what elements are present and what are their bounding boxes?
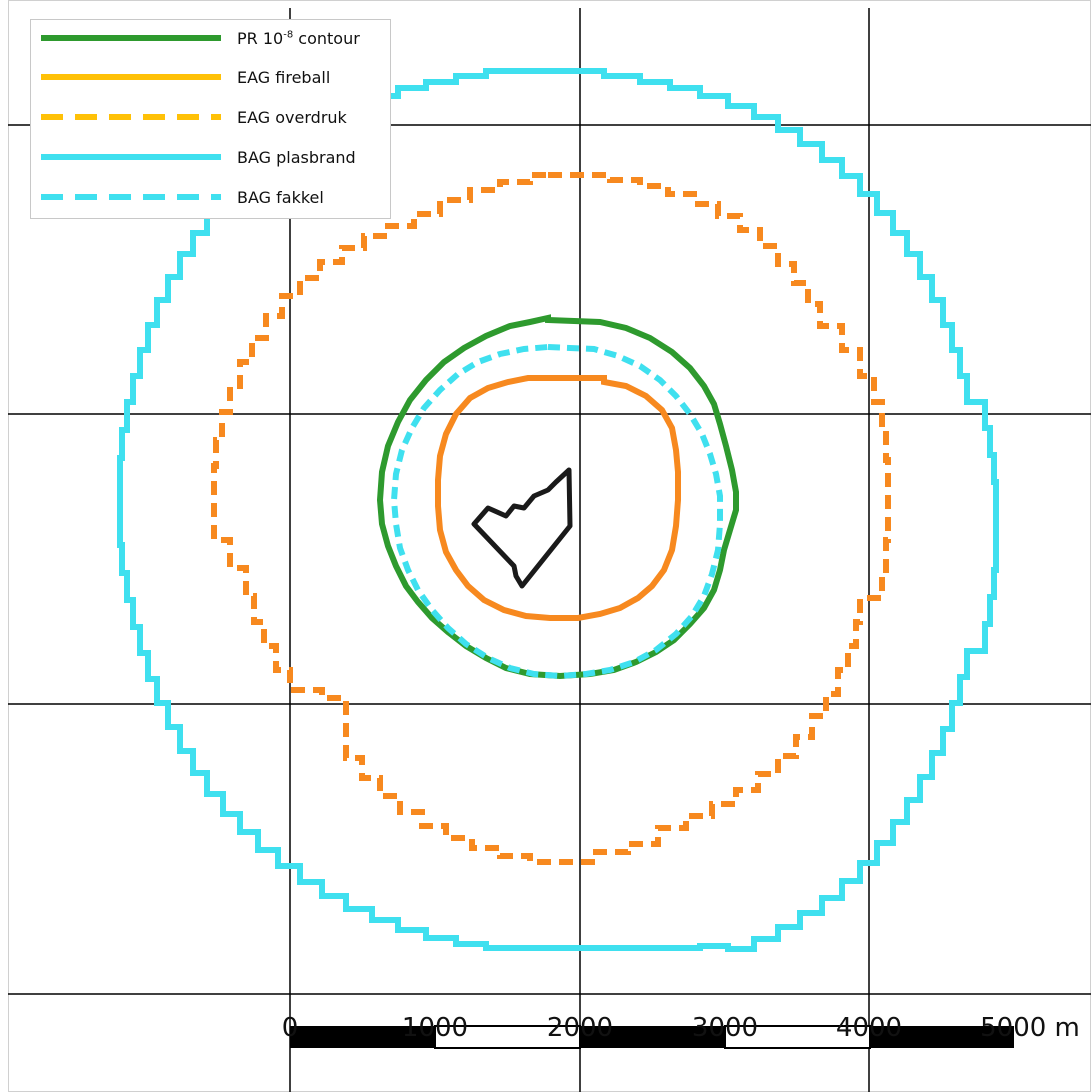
legend-item-eag-overdruk: EAG overdruk (31, 101, 390, 131)
scale-label-0: 0 (282, 1013, 299, 1043)
scale-label-3000: 3000 (692, 1013, 758, 1043)
legend-label-eag-fireball: EAG fireball (237, 68, 331, 87)
legend-item-pr-contour: PR 10-8 contour (31, 22, 390, 52)
scale-segment-3 (580, 1026, 725, 1048)
legend-swatch-bag-plasbrand (39, 151, 223, 163)
scale-segment-1 (290, 1026, 435, 1048)
bag-plasbrand-contour (117, 68, 999, 952)
scale-label-2000: 2000 (547, 1013, 613, 1043)
site-outline (471, 467, 573, 589)
legend-item-eag-fireball: EAG fireball (31, 61, 390, 91)
scale-bar: 0 1000 2000 3000 4000 5000 m (282, 1013, 1080, 1049)
legend-label-pr-contour: PR 10-8 contour (237, 29, 360, 48)
legend-swatch-pr-contour (39, 32, 223, 44)
legend-item-bag-plasbrand: BAG plasbrand (31, 141, 390, 171)
eag-fireball-contour (435, 375, 681, 621)
eag-overdruk-contour (211, 172, 891, 865)
legend-swatch-eag-fireball (39, 71, 223, 83)
scale-label-1000: 1000 (402, 1013, 468, 1043)
map-legend: PR 10-8 contour EAG fireball EAG overdru… (30, 19, 391, 219)
legend-label-eag-overdruk: EAG overdruk (237, 108, 347, 127)
scale-segment-5 (869, 1026, 1014, 1048)
scale-label-4000: 4000 (836, 1013, 902, 1043)
legend-label-bag-plasbrand: BAG plasbrand (237, 148, 356, 167)
legend-item-bag-fakkel: BAG fakkel (31, 181, 390, 211)
legend-label-bag-fakkel: BAG fakkel (237, 188, 324, 207)
scale-label-5000: 5000 m (980, 1013, 1080, 1043)
legend-swatch-eag-overdruk (39, 111, 223, 123)
pr-contour (376, 314, 739, 680)
legend-swatch-bag-fakkel (39, 191, 223, 203)
